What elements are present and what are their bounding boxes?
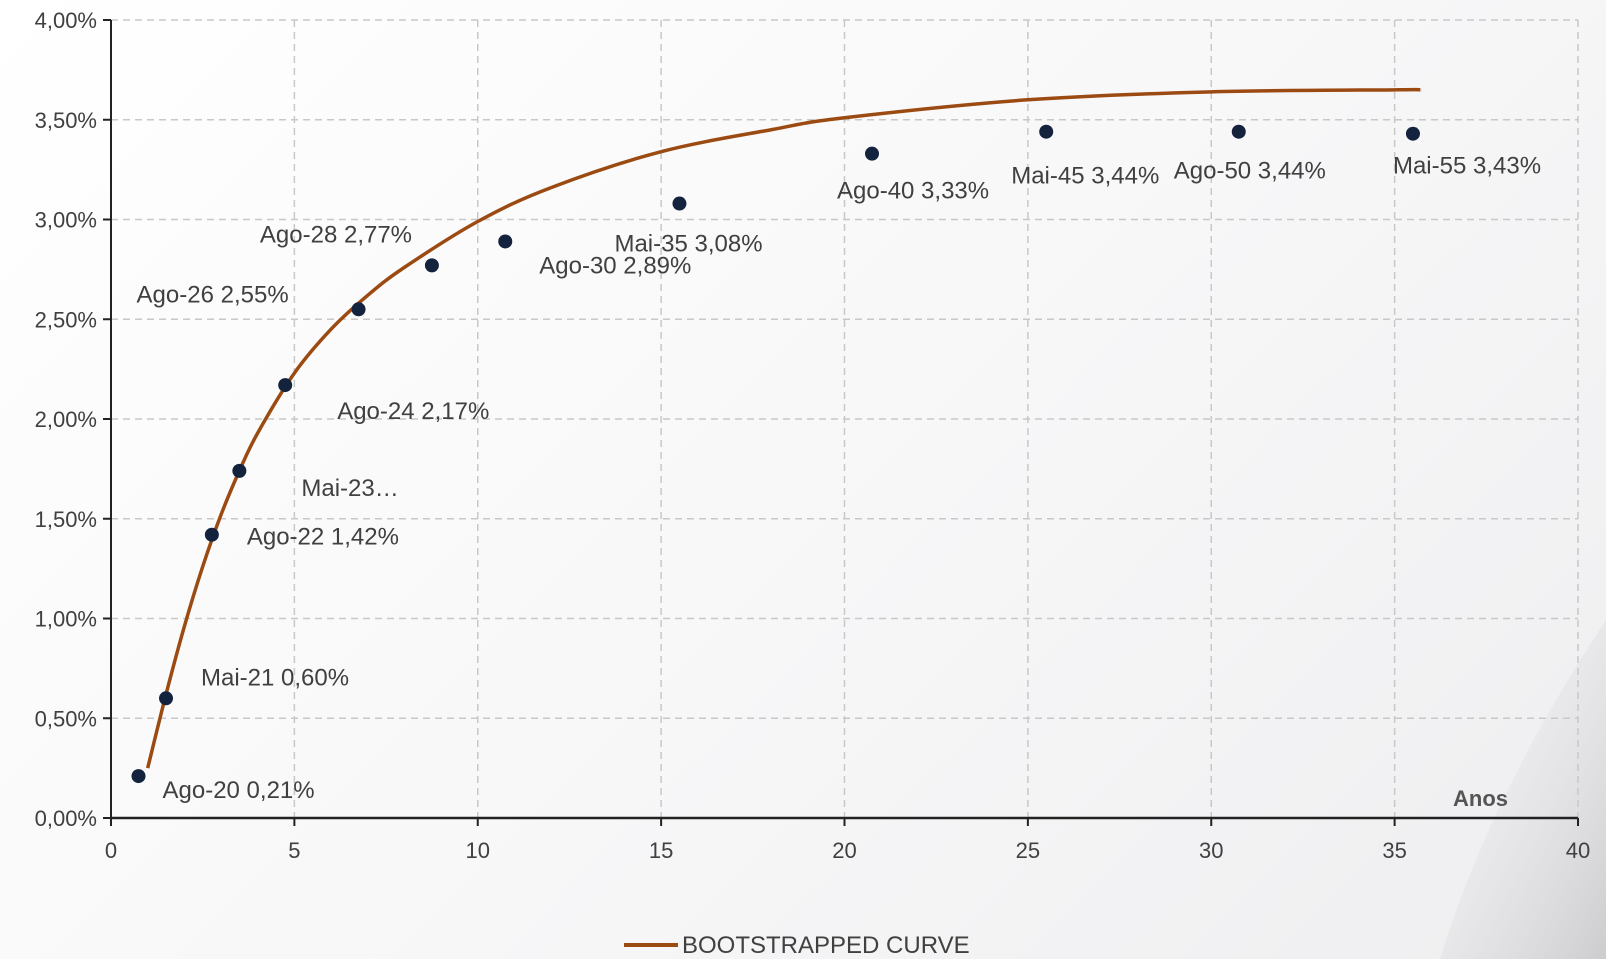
data-label: Mai-21 0,60% — [201, 664, 349, 691]
data-point — [131, 769, 146, 784]
y-tick-label: 1,00% — [35, 607, 97, 632]
x-axis-ticks: 0 5 10 15 20 25 30 35 40 — [105, 818, 1590, 863]
x-axis-title: Anos — [1453, 786, 1508, 811]
data-point — [1231, 124, 1246, 139]
y-tick-label: 2,00% — [35, 407, 97, 432]
data-point — [424, 258, 439, 273]
data-point — [232, 463, 247, 478]
data-point — [865, 146, 880, 161]
data-point — [672, 196, 687, 211]
x-tick-label: 35 — [1382, 838, 1406, 863]
data-point — [159, 691, 174, 706]
data-label: Ago-20 0,21% — [163, 777, 315, 804]
data-label: Ago-22 1,42% — [247, 524, 399, 551]
data-points — [131, 124, 1420, 784]
data-point — [498, 234, 513, 249]
y-tick-label: 3,00% — [35, 208, 97, 233]
data-label: Mai-23… — [301, 475, 398, 502]
data-point — [278, 378, 293, 393]
x-tick-label: 30 — [1199, 838, 1223, 863]
x-tick-label: 25 — [1016, 838, 1040, 863]
data-label: Mai-35 3,08% — [614, 231, 762, 258]
data-labels: Ago-20 0,21% Mai-21 0,60% Ago-22 1,42% Mai-… — [137, 153, 1541, 804]
data-label: Mai-45 3,44% — [1011, 163, 1159, 190]
legend: BOOTSTRAPPED CURVE — [624, 932, 970, 959]
y-tick-label: 2,50% — [35, 307, 97, 332]
grid — [111, 19, 1579, 818]
data-label: Ago-30 2,89% — [539, 252, 691, 279]
background-swoosh — [1440, 620, 1606, 959]
x-tick-label: 10 — [466, 838, 490, 863]
data-point — [351, 302, 366, 317]
x-tick-label: 20 — [832, 838, 856, 863]
y-tick-label: 4,00% — [35, 8, 97, 33]
data-point — [1405, 126, 1420, 141]
data-label: Ago-24 2,17% — [337, 398, 489, 425]
data-label: Ago-50 3,44% — [1174, 158, 1326, 185]
data-label: Mai-55 3,43% — [1393, 153, 1541, 180]
x-tick-label: 15 — [649, 838, 673, 863]
data-point — [204, 527, 219, 542]
x-tick-label: 40 — [1566, 838, 1590, 863]
x-tick-label: 5 — [288, 838, 300, 863]
y-tick-label: 3,50% — [35, 108, 97, 133]
y-tick-label: 1,50% — [35, 507, 97, 532]
y-tick-label: 0,50% — [35, 706, 97, 731]
data-label: Ago-26 2,55% — [137, 281, 289, 308]
data-label: Ago-28 2,77% — [260, 221, 412, 248]
legend-label: BOOTSTRAPPED CURVE — [682, 932, 970, 959]
data-label: Ago-40 3,33% — [837, 178, 989, 205]
x-tick-label: 0 — [105, 838, 117, 863]
y-axis-ticks: 0,00% 0,50% 1,00% 1,50% 2,00% 2,50% 3,00% 3,50%… — [35, 8, 111, 831]
data-point — [1039, 124, 1054, 139]
y-tick-label: 0,00% — [35, 806, 97, 831]
